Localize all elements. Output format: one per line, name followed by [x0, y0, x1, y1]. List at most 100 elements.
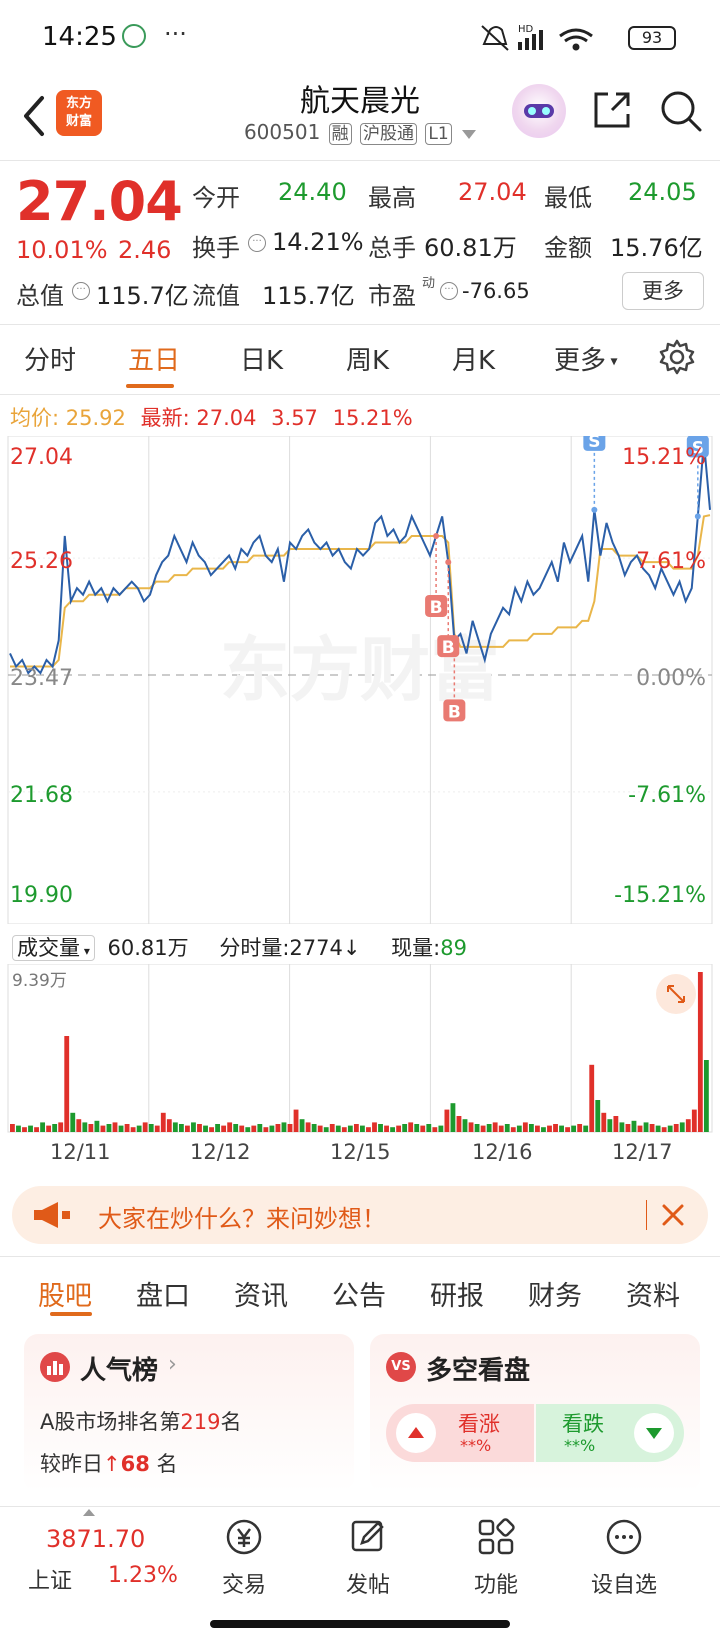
pct-tick-label: -7.61% [628, 783, 706, 808]
share-icon[interactable] [590, 88, 634, 132]
buy-marker-label: B [442, 638, 455, 658]
search-icon[interactable] [658, 88, 704, 134]
volume-bar [583, 1125, 589, 1132]
header-divider [0, 160, 720, 161]
volume-bar [643, 1122, 649, 1132]
volume-bar [305, 1122, 311, 1132]
price-line [9, 441, 711, 675]
volume-bar [64, 1036, 70, 1132]
status-more-icon: ··· [164, 20, 187, 48]
volume-bar [631, 1120, 637, 1132]
info-icon[interactable]: ··· [440, 282, 458, 300]
tag-connect: 沪股通 [360, 123, 418, 145]
marker-point [433, 532, 440, 539]
volume-bar [528, 1124, 534, 1132]
volume-bar [227, 1122, 233, 1132]
down-triangle-icon [634, 1413, 674, 1453]
volume-label: 总手 [368, 234, 416, 262]
popularity-card[interactable]: 人气榜 › A股市场排名第219名 较昨日↑68 名 [24, 1334, 354, 1492]
volume-bar [112, 1122, 118, 1132]
back-icon[interactable] [14, 86, 54, 146]
volume-bar [166, 1119, 172, 1132]
volume-bar [432, 1127, 438, 1132]
battery-icon: 93 [628, 26, 676, 50]
volume-bar [414, 1124, 420, 1132]
tab-profile[interactable]: 资料 [626, 1281, 680, 1312]
volume-bar [360, 1125, 365, 1132]
volume-bar [251, 1125, 257, 1132]
tab-more[interactable]: 更多 ▾ [554, 346, 618, 376]
current-volume-label: 现量: [391, 936, 441, 960]
volume-bar [384, 1125, 389, 1132]
expand-icon[interactable] [667, 985, 685, 1003]
volume-bar [571, 1125, 577, 1132]
megaphone-icon [34, 1202, 70, 1228]
tab-order-book[interactable]: 盘口 [136, 1281, 190, 1312]
bottom-nav: 3871.70 上证 1.23% 交易 发帖 功能 设自选 [0, 1506, 720, 1640]
tab-five-day[interactable]: 五日 [128, 346, 181, 376]
volume-bar [595, 1100, 601, 1132]
volume-selector[interactable]: 成交量 ▾ [12, 935, 95, 961]
more-quote-button[interactable]: 更多 [622, 272, 704, 310]
volume-bar [142, 1122, 148, 1132]
volume-bar [275, 1124, 281, 1132]
low-label: 最低 [544, 184, 592, 212]
tabs-divider [0, 394, 720, 395]
tab-news[interactable]: 资讯 [234, 1281, 288, 1312]
volume-bar [347, 1125, 353, 1132]
tab-financials[interactable]: 财务 [528, 1281, 582, 1312]
tab-intraday[interactable]: 分时 [24, 346, 77, 376]
gear-icon[interactable] [658, 338, 696, 376]
expand-up-icon[interactable] [83, 1509, 95, 1516]
volume-bar [607, 1119, 613, 1132]
volume-bar [100, 1125, 106, 1132]
index-name[interactable]: 上证 [28, 1569, 73, 1594]
volume-bar [601, 1112, 607, 1132]
volume-bar [197, 1124, 202, 1132]
tab-research[interactable]: 研报 [430, 1281, 484, 1312]
nav-add-watchlist[interactable]: 设自选 [574, 1517, 674, 1599]
dropdown-icon: ▾ [80, 944, 90, 958]
volume-bar [130, 1127, 136, 1132]
pct-tick-label: 0.00% [636, 666, 706, 691]
volume-bar [456, 1116, 462, 1132]
index-value[interactable]: 3871.70 [46, 1525, 146, 1553]
volume-chart[interactable]: 9.39万 [0, 964, 720, 1164]
up-arrow-icon: ↑ [103, 1452, 121, 1476]
bearish-label: 看跌 [562, 1412, 604, 1436]
robot-assistant-icon[interactable] [512, 84, 566, 138]
bearish-button[interactable]: 看跌 **% [536, 1404, 684, 1462]
volume-bar [468, 1122, 474, 1132]
info-icon[interactable]: ··· [248, 234, 266, 252]
volume-bar [402, 1124, 408, 1132]
nav-post[interactable]: 发帖 [318, 1517, 418, 1599]
tab-forum[interactable]: 股吧 [38, 1281, 92, 1312]
bullish-button[interactable]: 看涨 **% [386, 1404, 534, 1462]
code-dropdown-icon[interactable] [462, 130, 477, 139]
volume-bar [697, 972, 703, 1132]
volume-bar [341, 1127, 347, 1132]
date-label: 12/12 [190, 1140, 251, 1164]
volume-bar [661, 1127, 667, 1132]
avg-label: 均价: [10, 406, 60, 430]
ask-assistant-banner[interactable]: 大家在炒什么？来问妙想！ [12, 1186, 708, 1244]
tab-weekly-k[interactable]: 周K [346, 346, 390, 376]
down-arrow-icon: ↓ [342, 936, 361, 960]
tab-daily-k[interactable]: 日K [240, 346, 284, 376]
open-label: 今开 [192, 184, 240, 212]
volume-bar [535, 1125, 540, 1132]
latest-percent: 15.21% [332, 406, 413, 430]
volume-bar [46, 1125, 52, 1132]
info-icon[interactable]: ··· [72, 282, 90, 300]
y-tick-label: 25.26 [10, 549, 73, 574]
tab-monthly-k[interactable]: 月K [452, 346, 496, 376]
tab-announcements[interactable]: 公告 [332, 1281, 386, 1312]
nav-functions[interactable]: 功能 [446, 1517, 546, 1599]
index-percent[interactable]: 1.23% [108, 1563, 178, 1588]
active-section-underline [50, 1312, 92, 1316]
close-icon[interactable] [660, 1202, 686, 1228]
nav-trade[interactable]: 交易 [194, 1517, 294, 1599]
chevron-right-icon: › [168, 1352, 177, 1377]
bull-bear-card[interactable]: VS 多空看盘 看涨 **% 看跌 **% [370, 1334, 700, 1492]
